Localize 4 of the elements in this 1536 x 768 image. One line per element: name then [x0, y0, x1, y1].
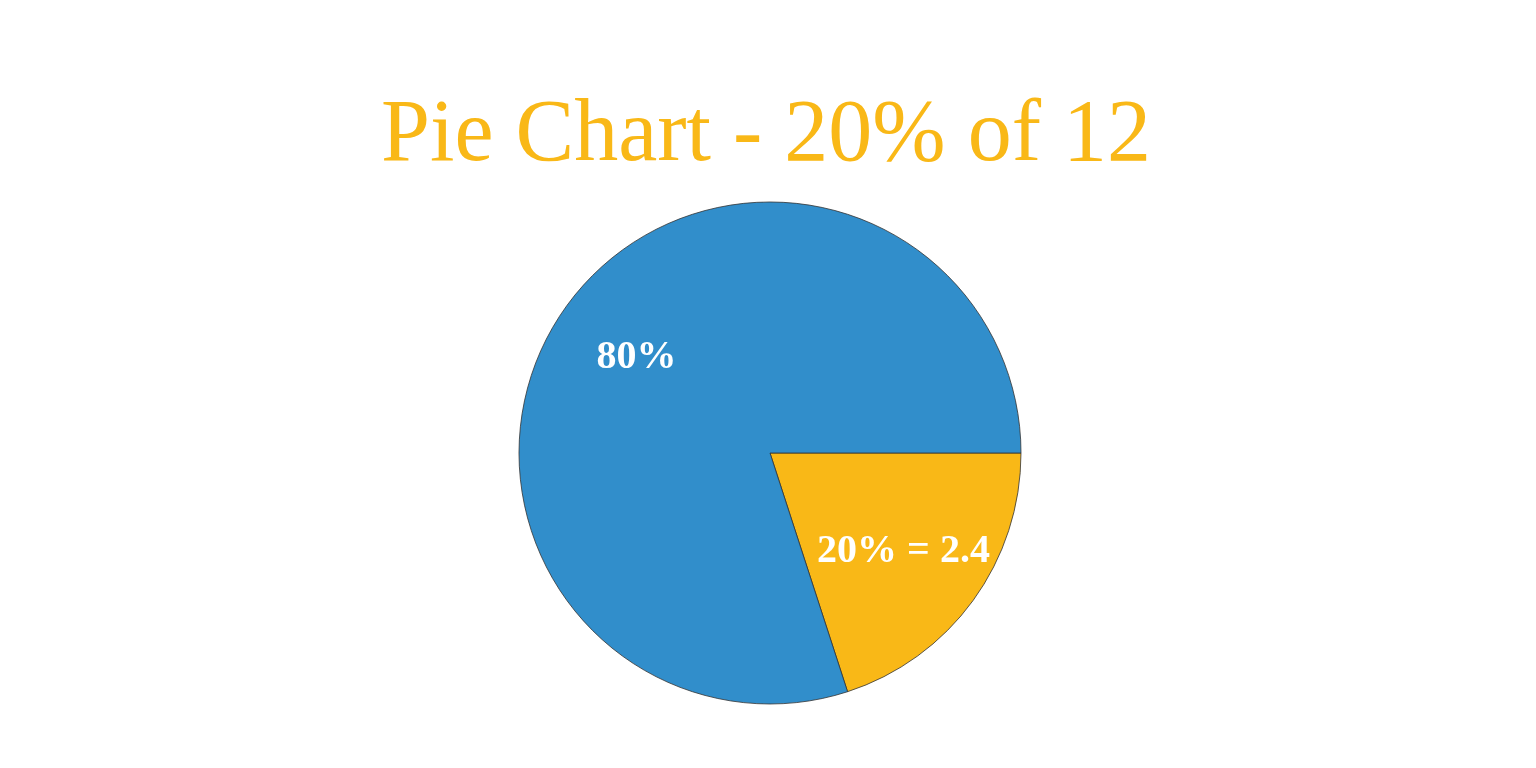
data-label: 80%: [596, 332, 677, 378]
pie-slice: [518, 201, 1022, 704]
data-label: 20% = 2.4: [817, 525, 990, 571]
chart-title: Pie Chart - 20% of 12: [381, 82, 1151, 179]
